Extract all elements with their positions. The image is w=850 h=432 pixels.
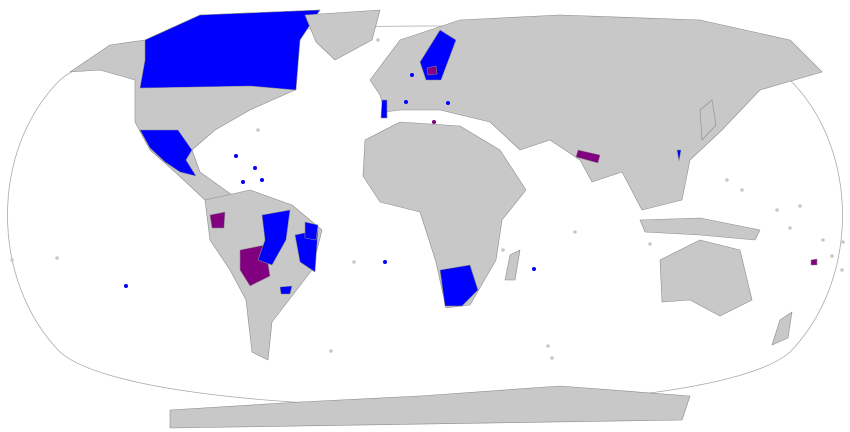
- region-africa: [362, 121, 527, 309]
- island-marker: [124, 284, 128, 288]
- region-mexico: [139, 129, 197, 177]
- island-marker: [501, 248, 505, 252]
- island-marker: [550, 356, 554, 360]
- island-marker: [329, 349, 333, 353]
- region-central-europe: [426, 65, 438, 76]
- island-marker: [532, 267, 536, 271]
- region-new-zealand: [771, 311, 793, 346]
- region-ecuador: [209, 211, 226, 229]
- island-marker: [775, 208, 779, 212]
- region-indonesia: [639, 217, 761, 241]
- region-nepal: [575, 149, 601, 164]
- island-marker: [841, 240, 845, 244]
- island-marker: [410, 73, 414, 77]
- island-marker: [432, 120, 436, 124]
- island-marker: [241, 180, 245, 184]
- region-south-africa: [439, 264, 479, 307]
- island-marker: [10, 258, 14, 262]
- island-marker: [55, 256, 59, 260]
- island-marker: [840, 268, 844, 272]
- island-marker: [648, 242, 652, 246]
- island-marker: [788, 226, 792, 230]
- island-marker: [234, 154, 238, 158]
- region-brazil-region-north: [257, 209, 291, 266]
- island-marker: [546, 344, 550, 348]
- island-marker: [446, 101, 450, 105]
- island-marker: [352, 260, 356, 264]
- island-marker: [740, 188, 744, 192]
- region-australia: [659, 239, 753, 317]
- region-greenland: [304, 9, 381, 61]
- island-marker: [256, 128, 260, 132]
- region-brazil-region-south: [279, 285, 293, 295]
- island-marker: [376, 38, 380, 42]
- island-marker: [830, 254, 834, 258]
- region-taiwan: [676, 149, 682, 162]
- island-marker: [798, 204, 802, 208]
- region-japan: [699, 99, 717, 141]
- region-eurasia: [369, 14, 823, 211]
- island-marker: [253, 166, 257, 170]
- island-marker: [725, 178, 729, 182]
- island-marker: [573, 230, 577, 234]
- region-canada: [139, 9, 321, 91]
- island-marker: [821, 238, 825, 242]
- region-brazil-region-northeast: [304, 221, 319, 241]
- island-marker: [383, 260, 387, 264]
- island-marker: [260, 178, 264, 182]
- region-fiji: [810, 258, 818, 266]
- island-marker: [404, 100, 408, 104]
- region-madagascar: [504, 249, 521, 281]
- region-portugal: [380, 99, 388, 119]
- region-antarctica: [169, 385, 691, 429]
